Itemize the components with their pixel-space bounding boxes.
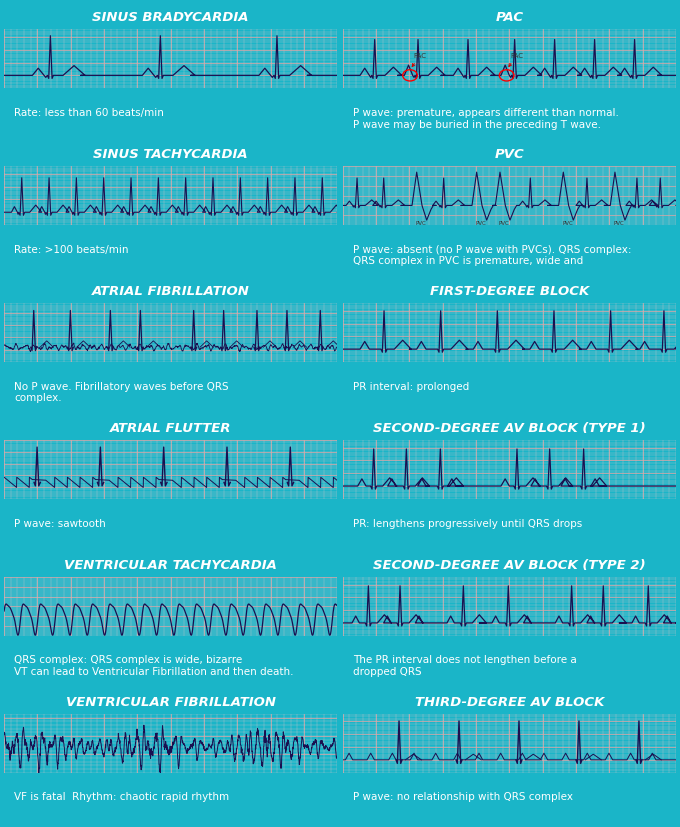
Text: P wave: sawtooth: P wave: sawtooth — [14, 518, 106, 528]
Text: SINUS BRADYCARDIA: SINUS BRADYCARDIA — [92, 11, 249, 24]
Text: SECOND-DEGREE AV BLOCK (TYPE 1): SECOND-DEGREE AV BLOCK (TYPE 1) — [373, 421, 645, 434]
Text: FIRST-DEGREE BLOCK: FIRST-DEGREE BLOCK — [430, 284, 589, 298]
Text: QRS complex: QRS complex is wide, bizarre
VT can lead to Ventricular Fibrillatio: QRS complex: QRS complex is wide, bizarr… — [14, 655, 294, 676]
Text: VENTRICULAR TACHYCARDIA: VENTRICULAR TACHYCARDIA — [64, 558, 277, 571]
Text: PR interval: prolonged: PR interval: prolonged — [353, 381, 469, 391]
Text: Rate: less than 60 beats/min: Rate: less than 60 beats/min — [14, 108, 164, 117]
Text: SECOND-DEGREE AV BLOCK (TYPE 2): SECOND-DEGREE AV BLOCK (TYPE 2) — [373, 558, 645, 571]
Text: No P wave. Fibrillatory waves before QRS
complex.: No P wave. Fibrillatory waves before QRS… — [14, 381, 228, 403]
Text: PVC: PVC — [494, 148, 524, 161]
Text: PVC: PVC — [475, 220, 486, 226]
Text: PAC: PAC — [412, 54, 426, 68]
Text: SINUS TACHYCARDIA: SINUS TACHYCARDIA — [93, 148, 248, 161]
Text: PVC: PVC — [415, 220, 426, 226]
Text: PVC: PVC — [499, 220, 510, 226]
Text: PVC: PVC — [562, 220, 573, 226]
Text: P wave: absent (no P wave with PVCs). QRS complex:
QRS complex in PVC is prematu: P wave: absent (no P wave with PVCs). QR… — [353, 245, 631, 266]
Text: THIRD-DEGREE AV BLOCK: THIRD-DEGREE AV BLOCK — [415, 695, 604, 708]
Text: PAC: PAC — [495, 11, 524, 24]
Text: PVC: PVC — [614, 220, 625, 226]
Text: P wave: premature, appears different than normal.
P wave may be buried in the pr: P wave: premature, appears different tha… — [353, 108, 619, 129]
Text: VENTRICULAR FIBRILLATION: VENTRICULAR FIBRILLATION — [66, 695, 275, 708]
Text: ATRIAL FLUTTER: ATRIAL FLUTTER — [110, 421, 231, 434]
Text: ATRIAL FIBRILLATION: ATRIAL FIBRILLATION — [92, 284, 250, 298]
Text: PR: lengthens progressively until QRS drops: PR: lengthens progressively until QRS dr… — [353, 518, 582, 528]
Text: PAC: PAC — [509, 54, 523, 68]
Text: VF is fatal  Rhythm: chaotic rapid rhythm: VF is fatal Rhythm: chaotic rapid rhythm — [14, 791, 229, 801]
Text: P wave: no relationship with QRS complex: P wave: no relationship with QRS complex — [353, 791, 573, 801]
Text: The PR interval does not lengthen before a
dropped QRS: The PR interval does not lengthen before… — [353, 655, 577, 676]
Text: Rate: >100 beats/min: Rate: >100 beats/min — [14, 245, 129, 255]
